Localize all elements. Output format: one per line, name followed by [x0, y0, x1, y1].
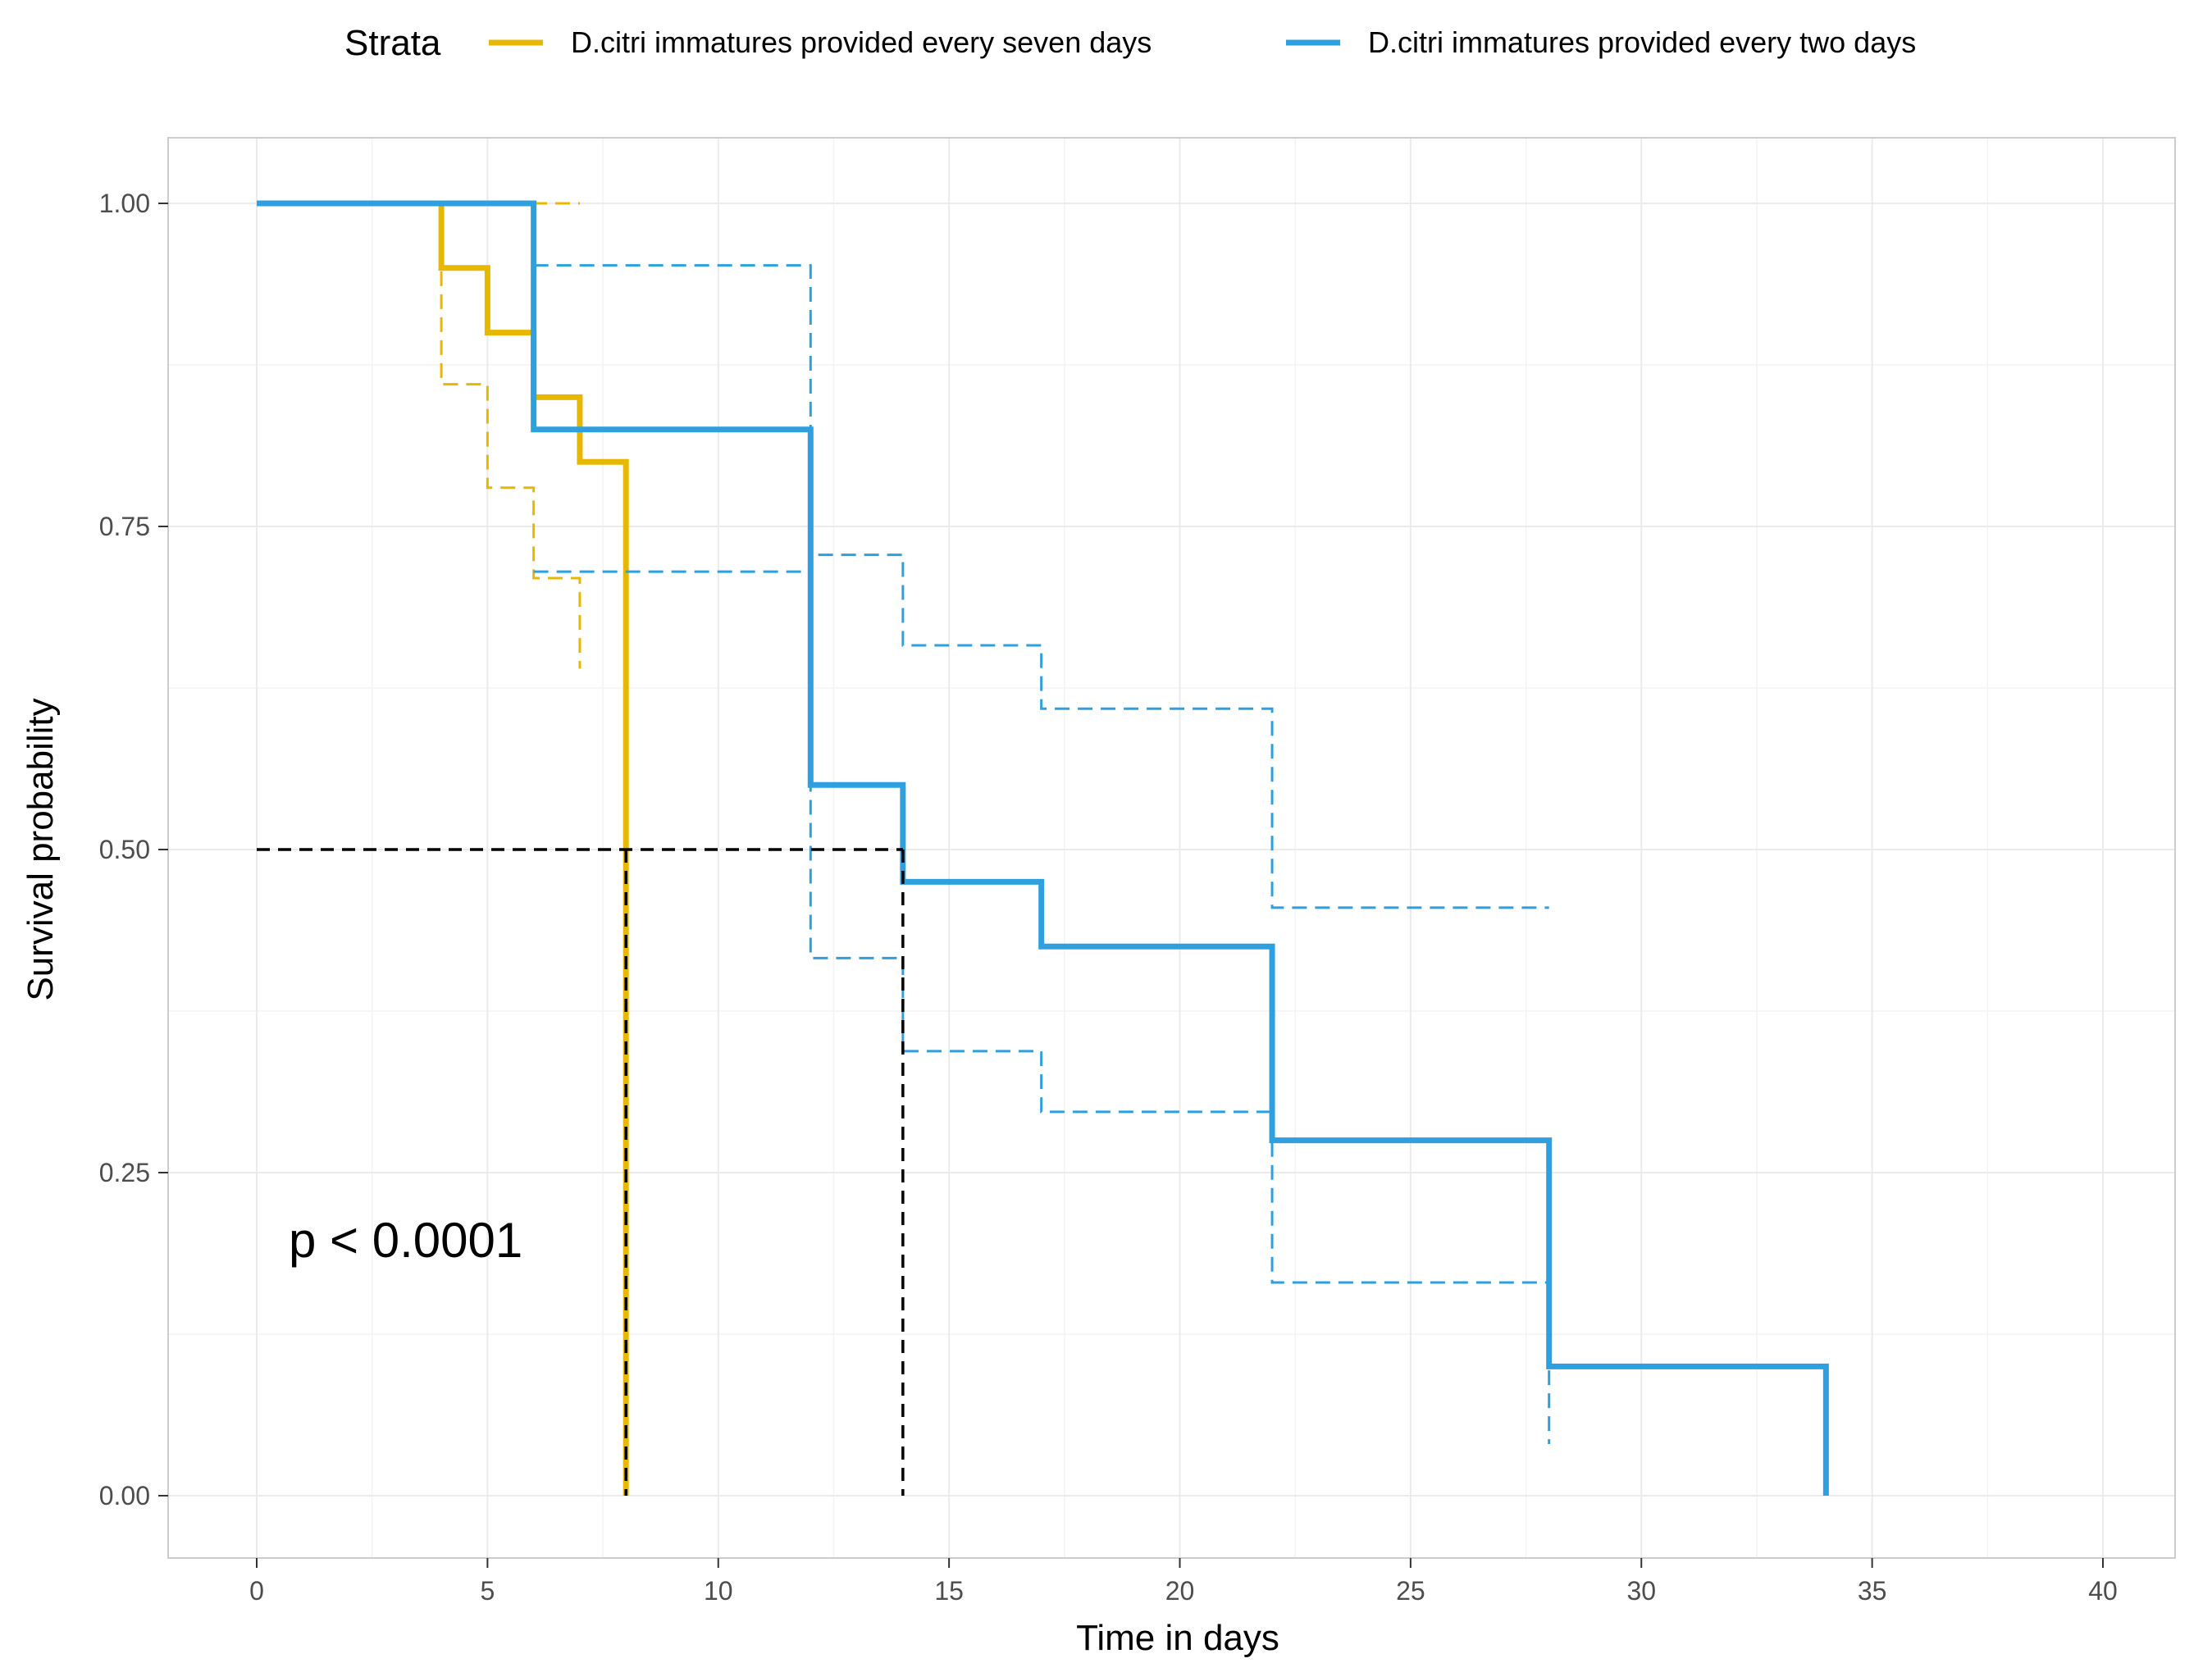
y-tick-label: 0.75 [99, 512, 150, 541]
y-tick-label: 0.00 [99, 1481, 150, 1510]
ci-upper-line [533, 264, 1549, 909]
p-value-annotation: p < 0.0001 [289, 1213, 522, 1268]
y-tick-label: 0.50 [99, 835, 150, 864]
legend-label: D.citri immatures provided every two day… [1368, 25, 1916, 59]
x-tick-label: 5 [480, 1576, 495, 1606]
y-axis-title: Survival probability [21, 698, 61, 1000]
x-tick-label: 10 [704, 1576, 733, 1606]
ci-lower-line [257, 202, 582, 669]
grid-minor [168, 138, 2175, 1558]
x-tick-label: 20 [1165, 1576, 1195, 1606]
survival-curve [257, 200, 1829, 1496]
legend-label: D.citri immatures provided every seven d… [571, 25, 1152, 59]
legend: Strata D.citri immatures provided every … [344, 23, 1916, 63]
x-tick-label: 35 [1858, 1576, 1887, 1606]
x-axis-title: Time in days [1076, 1618, 1279, 1658]
y-axis: 0.00 0.25 0.50 0.75 1.00 [99, 189, 168, 1510]
grid-major [168, 138, 2175, 1558]
legend-entry: D.citri immatures provided every seven d… [489, 25, 1152, 59]
x-tick-label: 15 [934, 1576, 964, 1606]
series-layer [257, 200, 1829, 1496]
ci-lower-line [533, 570, 1551, 1444]
x-tick-label: 25 [1396, 1576, 1425, 1606]
x-tick-label: 40 [2088, 1576, 2118, 1606]
legend-entry: D.citri immatures provided every two day… [1286, 25, 1916, 59]
plot-panel [167, 137, 2176, 1559]
legend-title: Strata [344, 23, 441, 63]
y-tick-label: 1.00 [99, 189, 150, 218]
panel-border [167, 137, 2176, 1559]
x-tick-label: 0 [249, 1576, 264, 1606]
median-lines [257, 848, 905, 1496]
x-tick-label: 30 [1626, 1576, 1656, 1606]
x-axis: 0 5 10 15 20 25 30 35 40 [249, 1558, 2118, 1606]
series-2 [257, 200, 1829, 1496]
y-tick-label: 0.25 [99, 1158, 150, 1187]
